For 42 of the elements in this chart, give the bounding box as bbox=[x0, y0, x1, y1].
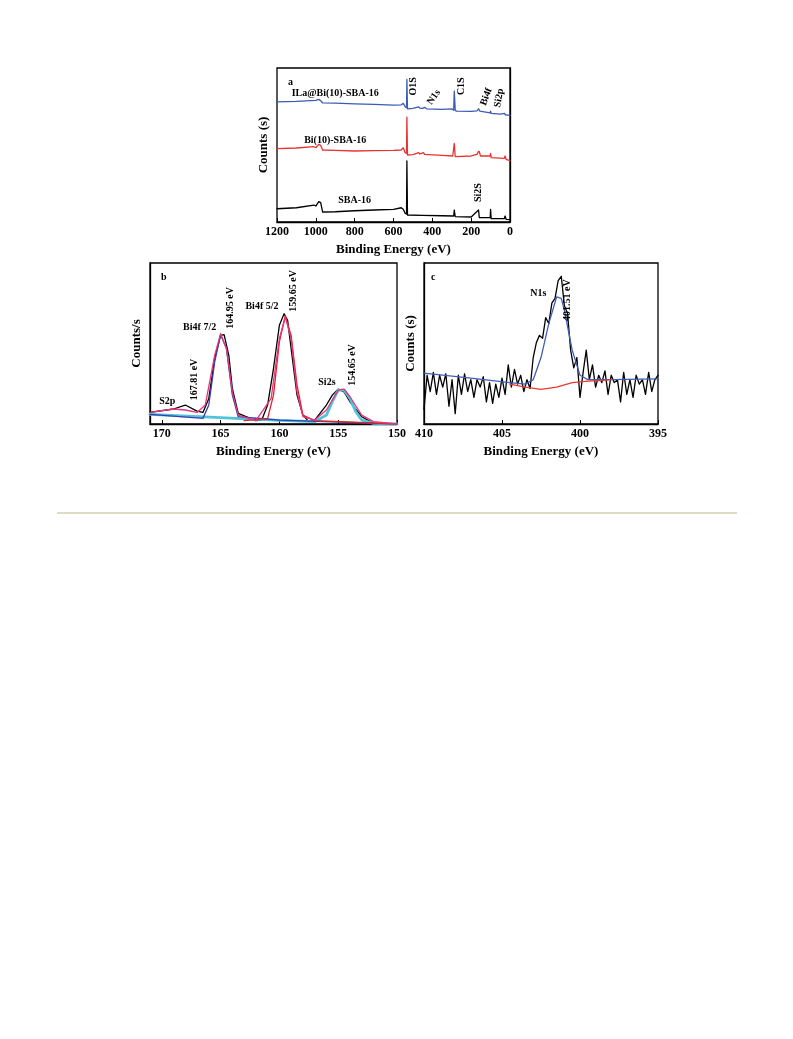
annotation: C1S bbox=[454, 76, 466, 96]
x-tick-label: 395 bbox=[649, 426, 667, 440]
series-label: SBA-16 bbox=[338, 194, 372, 206]
annotation: 154.65 eV bbox=[345, 343, 357, 386]
x-axis-title: Binding Energy (eV) bbox=[216, 442, 331, 458]
x-tick-label: 170 bbox=[152, 426, 171, 440]
annotation: 159.65 eV bbox=[287, 269, 298, 312]
x-tick-label: 800 bbox=[345, 224, 364, 238]
x-tick-label: 165 bbox=[211, 426, 230, 440]
x-tick-label: 150 bbox=[388, 426, 406, 440]
y-axis-title: Counts (s) bbox=[255, 116, 270, 174]
y-axis-title: Counts/s bbox=[128, 319, 143, 368]
x-tick-label: 160 bbox=[270, 426, 289, 440]
annotation: Si2s bbox=[318, 375, 336, 387]
annotation: Si2S bbox=[472, 182, 484, 203]
x-tick-label: 405 bbox=[493, 426, 511, 440]
x-tick-label: 410 bbox=[415, 426, 433, 440]
chart-title: b bbox=[161, 270, 167, 282]
x-axis-title: Binding Energy (eV) bbox=[483, 442, 599, 458]
x-tick-label: 1000 bbox=[303, 224, 328, 238]
y-axis-title: Counts (s) bbox=[402, 315, 417, 372]
x-axis-title: Binding Energy (eV) bbox=[336, 240, 451, 256]
annotation: Bi4f 5/2 bbox=[245, 300, 279, 312]
x-tick-label: 400 bbox=[571, 426, 589, 440]
annotation: 164.95 eV bbox=[223, 286, 235, 329]
chart-title: c bbox=[431, 270, 436, 282]
annotation: 167.81 eV bbox=[188, 357, 200, 401]
annotation: 401.51 eV bbox=[560, 278, 572, 321]
annotation: O1S bbox=[407, 76, 419, 96]
x-tick-label: 1200 bbox=[265, 224, 289, 238]
chart-title: a bbox=[288, 75, 293, 87]
annotation: S2p bbox=[159, 395, 176, 407]
series-label: ILa@Bi(10)-SBA-16 bbox=[291, 86, 379, 99]
series-label: Bi(10)-SBA-16 bbox=[304, 133, 367, 146]
x-tick-label: 0 bbox=[507, 224, 513, 238]
x-tick-label: 600 bbox=[384, 224, 403, 238]
annotation: Bi4f 7/2 bbox=[183, 321, 217, 333]
x-tick-label: 400 bbox=[423, 224, 442, 238]
annotation: N1s bbox=[424, 86, 443, 107]
x-tick-label: 155 bbox=[329, 426, 348, 440]
x-tick-label: 200 bbox=[462, 224, 481, 238]
annotation: N1s bbox=[530, 287, 547, 299]
